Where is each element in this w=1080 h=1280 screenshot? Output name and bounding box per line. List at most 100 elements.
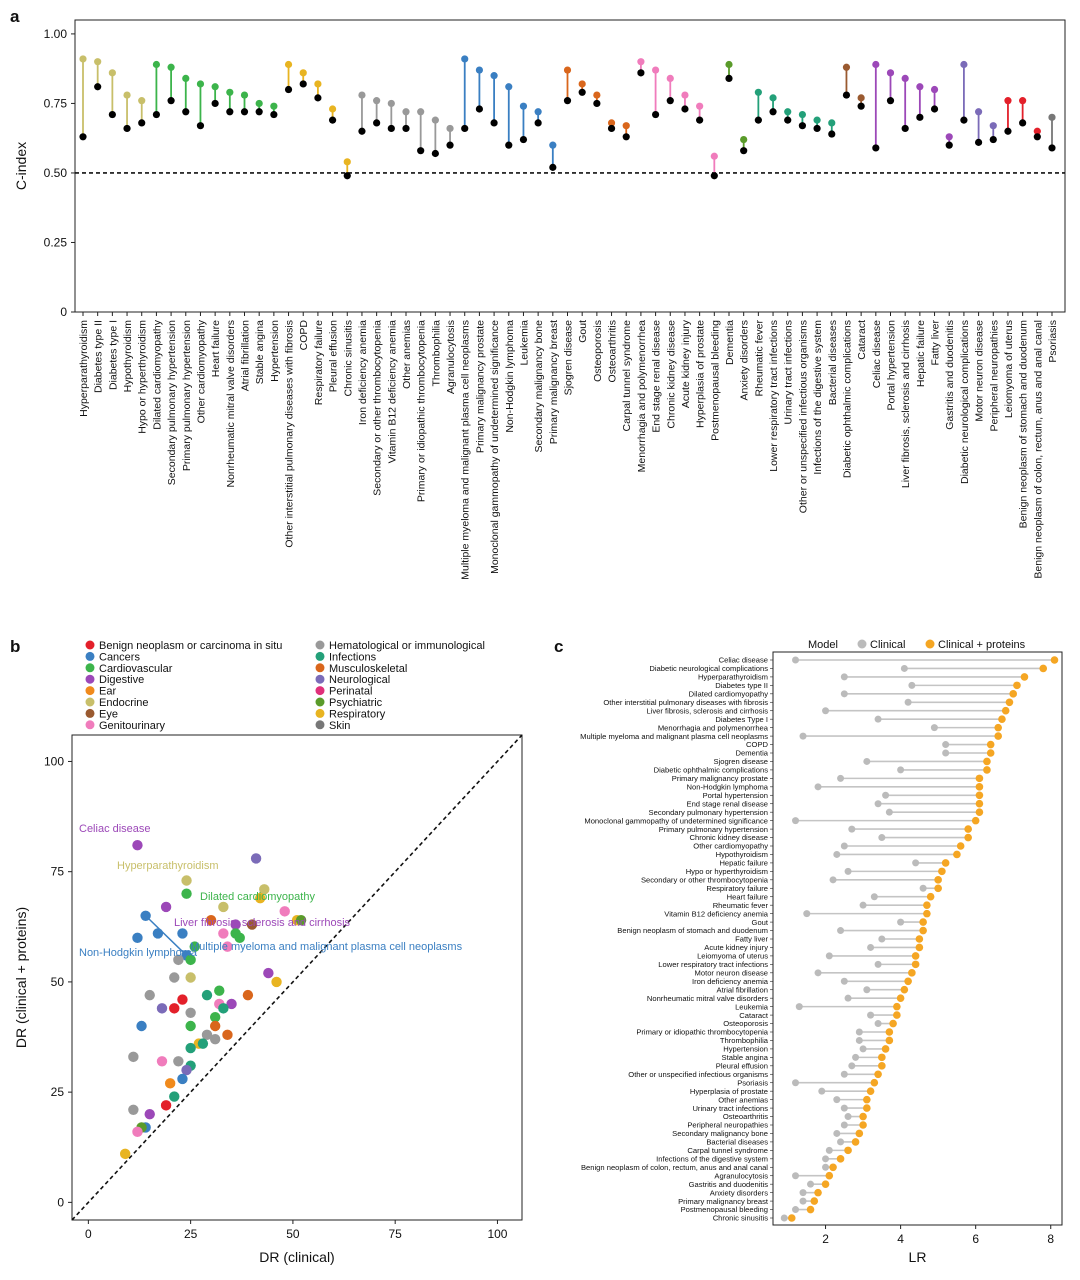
x-tick-label: 0 <box>85 1227 92 1241</box>
annotation-label: Liver fibrosis, sclerosis and cirrhosis <box>174 917 351 929</box>
scatter-point <box>246 919 258 930</box>
point-clinical <box>882 791 890 799</box>
point-clinical <box>696 116 704 124</box>
x-tick-label: Menorrhagia and polymenorrhea <box>636 320 648 473</box>
point-clinical-proteins <box>563 66 572 74</box>
point-clinical <box>1004 127 1012 135</box>
point-clinical-proteins <box>994 732 1002 740</box>
point-clinical <box>211 99 219 108</box>
point-clinical <box>863 757 871 765</box>
point-clinical-proteins <box>989 122 997 130</box>
legend-marker <box>85 720 95 730</box>
point-clinical-proteins <box>938 867 946 876</box>
y-tick-label: Vitamin B12 deficiency anemia <box>664 909 768 918</box>
legend-marker <box>315 686 325 696</box>
point-clinical <box>840 1121 848 1129</box>
point-clinical-proteins <box>923 909 931 918</box>
point-clinical-proteins <box>863 1095 871 1104</box>
point-clinical-proteins <box>299 69 307 77</box>
scatter-point <box>152 928 164 939</box>
point-clinical-proteins <box>754 88 762 96</box>
x-tick-label: Motor neuron disease <box>974 320 986 422</box>
point-clinical <box>94 83 102 91</box>
y-tick-label: Diabetes Type I <box>715 715 768 724</box>
y-tick-label: Portal hypertension <box>703 791 768 800</box>
point-clinical <box>490 119 498 127</box>
y-tick-label: Atrial fibrillation <box>717 985 769 994</box>
legend-marker <box>85 640 95 650</box>
scatter-point <box>144 1108 155 1120</box>
point-clinical <box>904 698 912 706</box>
y-tick-label: Primary pulmonary hypertension <box>659 825 768 834</box>
legend-label: Clinical <box>870 639 905 651</box>
point-clinical-proteins <box>681 91 689 99</box>
y-axis-label: DR (clinical + proteins) <box>13 907 29 1048</box>
x-tick-label: 25 <box>184 1227 198 1241</box>
legend-marker <box>315 663 325 673</box>
x-tick-label: 4 <box>897 1232 904 1246</box>
scatter-point <box>144 989 155 1001</box>
point-clinical-proteins <box>855 1129 864 1138</box>
point-clinical-proteins <box>911 952 920 960</box>
point-clinical-proteins <box>94 58 102 66</box>
scatter-point <box>177 1073 188 1085</box>
x-tick-label: Osteoporosis <box>592 320 604 382</box>
point-clinical-proteins <box>953 850 961 859</box>
point-clinical <box>803 910 811 918</box>
point-clinical <box>840 842 848 850</box>
y-tick-label: Celiac disease <box>719 656 768 665</box>
point-clinical <box>960 116 968 124</box>
point-clinical <box>901 124 909 133</box>
point-clinical <box>874 715 882 723</box>
point-clinical <box>402 124 410 133</box>
x-tick-label: Primary malignancy breast <box>548 320 560 444</box>
y-tick-label: Sjogren disease <box>714 757 768 766</box>
legend-label: Ear <box>99 686 116 698</box>
point-clinical <box>79 133 87 141</box>
point-clinical <box>813 124 821 133</box>
legend-marker <box>85 674 95 684</box>
point-clinical <box>840 1070 848 1078</box>
y-tick-label: 75 <box>51 865 65 879</box>
scatter-point <box>128 1051 139 1063</box>
y-tick-label: Agranulocytosis <box>714 1171 768 1180</box>
point-clinical <box>855 1036 863 1044</box>
point-clinical <box>897 766 905 774</box>
y-tick-label: Pleural effusion <box>716 1062 768 1071</box>
y-tick-label: Motor neuron disease <box>695 969 768 978</box>
scatter-point <box>254 892 266 904</box>
y-tick-label: Acute kidney injury <box>704 943 768 952</box>
y-tick-label: Diabetes type II <box>715 681 768 690</box>
point-clinical-proteins <box>1020 673 1029 681</box>
y-tick-label: 0.25 <box>44 235 68 249</box>
x-axis-label: DR (clinical) <box>259 1249 334 1265</box>
x-tick-label: Anxiety disorders <box>739 320 751 401</box>
scatter-point <box>205 914 217 926</box>
y-tick-label: 0 <box>60 305 67 319</box>
y-tick-label: Psoriasis <box>737 1078 768 1087</box>
y-tick-label: Multiple myeloma and malignant plasma ce… <box>580 732 768 741</box>
point-clinical <box>549 163 557 171</box>
y-tick-label: Infections of the digestive system <box>656 1155 768 1164</box>
legend-label: Hematological or immunological <box>329 640 485 652</box>
point-clinical-proteins <box>821 1180 830 1188</box>
point-clinical-proteins <box>740 135 748 144</box>
x-tick-label: COPD <box>298 320 310 351</box>
x-tick-label: Leiomyoma of uterus <box>1003 320 1015 418</box>
point-clinical-proteins <box>941 859 950 867</box>
x-tick-label: Postmenopausal bleeding <box>709 320 721 441</box>
point-clinical <box>799 732 807 740</box>
point-clinical-proteins <box>923 901 931 909</box>
legend-marker <box>85 697 95 707</box>
point-clinical <box>255 108 263 116</box>
panel-c-dumbbell-chart: Model Clinical Clinical + proteins 2 4 6 8 LR Ce… <box>580 639 1063 1265</box>
scatter-point <box>279 906 290 917</box>
point-clinical <box>897 918 905 926</box>
point-clinical-proteins <box>901 74 909 82</box>
point-clinical <box>792 1172 800 1180</box>
point-clinical-proteins <box>666 74 674 82</box>
x-tick-label: 75 <box>389 1227 403 1241</box>
point-clinical <box>867 1011 875 1019</box>
x-tick-label: Thrombophilia <box>430 320 442 387</box>
point-clinical <box>240 108 249 116</box>
